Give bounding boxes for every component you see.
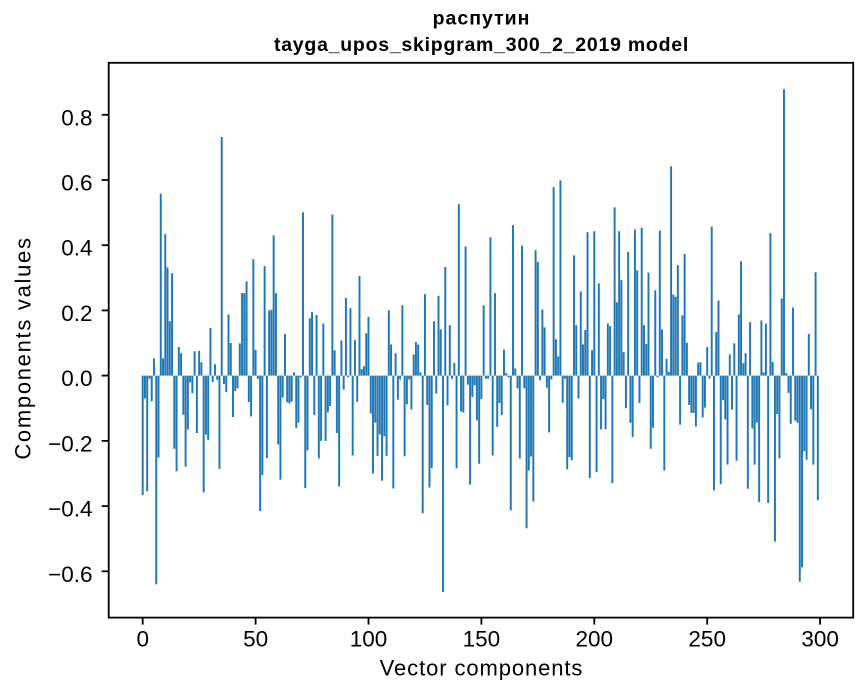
svg-text:−0.6: −0.6 [48,562,92,587]
svg-text:Components values: Components values [11,236,36,459]
svg-text:распутин: распутин [433,8,531,30]
svg-text:0: 0 [136,627,149,652]
svg-text:0.6: 0.6 [61,171,92,196]
svg-text:0.2: 0.2 [61,301,92,326]
svg-text:tayga_upos_skipgram_300_2_2019: tayga_upos_skipgram_300_2_2019 model [274,34,689,56]
svg-text:−0.4: −0.4 [48,497,92,522]
svg-text:Vector components: Vector components [380,656,584,681]
svg-text:200: 200 [576,627,614,652]
svg-text:−0.2: −0.2 [48,431,92,456]
svg-text:0.8: 0.8 [61,105,92,130]
svg-text:300: 300 [801,627,839,652]
svg-text:0.0: 0.0 [61,366,92,391]
svg-text:0.4: 0.4 [61,236,92,261]
svg-text:100: 100 [350,627,388,652]
svg-text:150: 150 [463,627,501,652]
svg-text:250: 250 [688,627,726,652]
svg-text:50: 50 [243,627,268,652]
